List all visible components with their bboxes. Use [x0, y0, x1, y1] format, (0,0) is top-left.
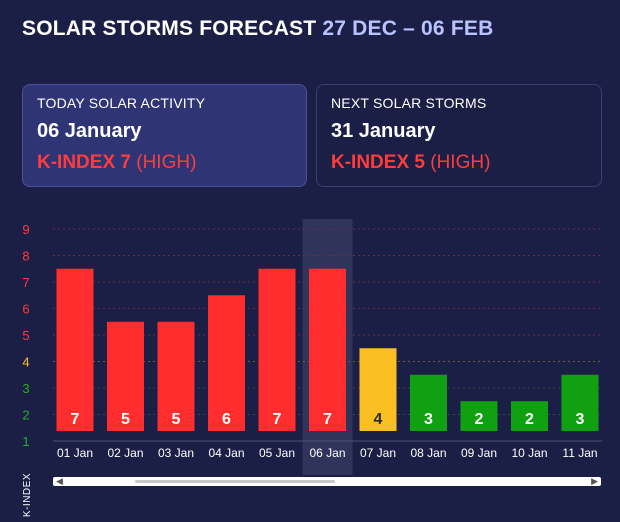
y-axis-label: K-INDEX [22, 473, 33, 517]
x-tick-label: 03 Jan [158, 446, 194, 460]
bar[interactable] [107, 321, 144, 431]
next-card-date: 31 January [331, 120, 436, 142]
bar[interactable] [157, 321, 195, 431]
scrollbar-thumb[interactable] [135, 480, 335, 483]
y-tick-label: 8 [22, 249, 29, 264]
scroll-right-arrow-icon[interactable]: ▶ [591, 476, 598, 486]
next-card-kindex-line: K-INDEX 5 (HIGH) [331, 152, 587, 174]
bar[interactable] [460, 401, 498, 431]
x-tick-label: 04 Jan [208, 446, 244, 460]
bar-value-label: 2 [525, 411, 534, 428]
bar-value-label: 7 [323, 411, 332, 428]
y-tick-label: 1 [22, 434, 29, 449]
x-tick-label: 10 Jan [511, 446, 547, 460]
y-tick-label: 5 [22, 328, 29, 343]
today-card-label: TODAY SOLAR ACTIVITY [37, 95, 206, 111]
y-tick-label: 9 [22, 222, 29, 237]
today-card-level: (HIGH) [136, 152, 197, 173]
kindex-chart: 1 2 3 4 5 6 7 8 9 7 01 Jan 5 02 Jan 5 03 Jan 6 04 Jan 7 05… [0, 205, 620, 522]
y-tick-label: 3 [22, 381, 29, 396]
bar[interactable] [258, 268, 296, 431]
bar[interactable] [410, 374, 447, 431]
chart-horizontal-scrollbar[interactable]: ◀ ▶ [53, 476, 601, 486]
y-tick-label: 6 [22, 302, 29, 317]
bar-value-label: 7 [71, 411, 80, 428]
x-tick-label: 09 Jan [461, 446, 497, 460]
page-title: SOLAR STORMS FORECAST 27 DEC – 06 FEB [22, 17, 493, 41]
bar[interactable] [309, 268, 346, 431]
x-tick-label: 02 Jan [107, 446, 143, 460]
bar-value-label: 4 [374, 411, 383, 428]
bar-value-label: 7 [273, 411, 282, 428]
bar-value-label: 2 [475, 411, 484, 428]
bar[interactable] [359, 348, 397, 431]
x-tick-label: 11 Jan [562, 446, 597, 460]
today-card-kindex: K-INDEX 7 [37, 152, 131, 173]
title-text: SOLAR STORMS FORECAST [22, 17, 317, 40]
bar-value-label: 3 [424, 411, 433, 428]
kindex-chart-svg: 1 2 3 4 5 6 7 8 9 7 01 Jan 5 02 Jan 5 03 Jan 6 04 Jan 7 05… [22, 219, 602, 517]
today-activity-card: TODAY SOLAR ACTIVITY 06 January K-INDEX … [22, 84, 307, 187]
x-tick-label: 01 Jan [57, 446, 93, 460]
x-tick-label: 07 Jan [360, 446, 396, 460]
bar[interactable] [511, 401, 548, 431]
next-card-kindex: K-INDEX 5 [331, 152, 425, 173]
bar-value-label: 6 [222, 411, 231, 428]
y-tick-label: 7 [22, 275, 29, 290]
next-card-label: NEXT SOLAR STORMS [331, 95, 487, 111]
y-tick-label: 2 [22, 408, 29, 423]
next-storms-card: NEXT SOLAR STORMS 31 January K-INDEX 5 (… [316, 84, 602, 187]
date-range: 27 DEC – 06 FEB [322, 17, 494, 40]
x-tick-label: 06 Jan [309, 446, 345, 460]
next-card-level: (HIGH) [430, 152, 491, 173]
x-tick-label: 05 Jan [259, 446, 295, 460]
bar[interactable] [56, 268, 94, 431]
x-tick-label: 08 Jan [410, 446, 446, 460]
today-card-kindex-line: K-INDEX 7 (HIGH) [37, 152, 292, 174]
bar[interactable] [561, 374, 599, 431]
scroll-left-arrow-icon[interactable]: ◀ [56, 476, 63, 486]
bar[interactable] [208, 295, 245, 431]
bar-value-label: 5 [121, 411, 130, 428]
today-card-date: 06 January [37, 120, 142, 142]
bar-value-label: 3 [576, 411, 585, 428]
y-tick-label: 4 [22, 355, 29, 370]
bar-value-label: 5 [172, 411, 181, 428]
